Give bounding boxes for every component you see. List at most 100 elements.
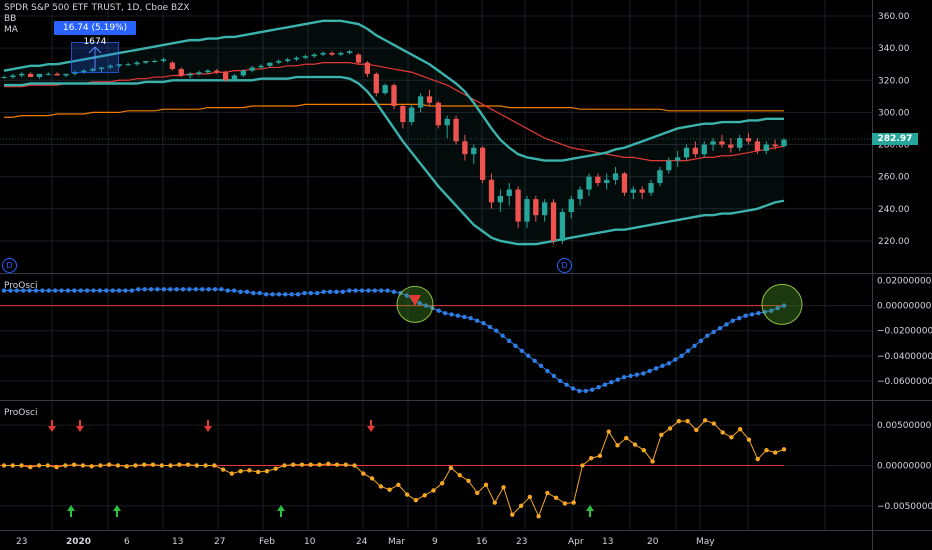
- osc-point: [692, 343, 697, 348]
- time-axis-label: May: [696, 537, 715, 547]
- osc2-point: [291, 462, 296, 467]
- osc-point: [564, 382, 569, 387]
- osc2-point: [1, 463, 7, 468]
- candle: [152, 61, 158, 63]
- osc-point: [685, 348, 691, 354]
- up-arrow-icon: [113, 505, 121, 511]
- osc-point: [251, 290, 256, 296]
- candle: [737, 138, 743, 148]
- osc-point: [455, 313, 461, 318]
- symbol-title[interactable]: SPDR S&P 500 ETF TRUST, 1D, Cboe BZX: [4, 3, 190, 13]
- candle: [639, 189, 645, 193]
- osc2-point: [203, 463, 208, 468]
- indicator-bb-label[interactable]: BB: [4, 14, 17, 24]
- osc2-point: [133, 463, 138, 468]
- osc-point: [8, 288, 13, 293]
- osc-point: [33, 288, 39, 293]
- candle: [444, 118, 450, 126]
- price-axis-label: 240.00: [878, 205, 910, 215]
- price-axis-label: 300.00: [878, 108, 910, 118]
- pane3-title[interactable]: ProOsci: [4, 408, 38, 418]
- osc-point: [404, 293, 409, 298]
- candle: [54, 73, 60, 76]
- time-axis-label: 9: [432, 537, 438, 547]
- osc2-point: [334, 462, 340, 467]
- candle: [329, 52, 335, 55]
- osc-point: [72, 288, 77, 293]
- indicator-ma-label[interactable]: MA: [4, 25, 18, 35]
- osc2-point: [711, 421, 717, 426]
- osc-point: [385, 288, 390, 293]
- osc2-point: [764, 447, 769, 453]
- osc-point: [743, 313, 748, 318]
- candle: [621, 173, 628, 193]
- osc-point: [372, 288, 378, 293]
- osc2-point: [475, 490, 480, 496]
- candle: [488, 179, 495, 203]
- osc2-point: [413, 497, 419, 503]
- candle: [710, 141, 716, 145]
- osc-point: [781, 303, 787, 308]
- candle: [666, 160, 672, 171]
- pane2-axis-label: 0.0200000000: [877, 277, 932, 287]
- candle: [763, 144, 769, 151]
- osc2-point: [624, 435, 629, 441]
- osc-point: [40, 288, 45, 293]
- candle: [240, 70, 246, 76]
- osc2-point: [194, 463, 200, 468]
- osc2-point: [212, 463, 217, 468]
- osc2-point: [562, 501, 568, 506]
- osc-point: [225, 288, 230, 293]
- osc-point: [423, 303, 429, 308]
- osc-point: [558, 378, 563, 384]
- ma-fast-line: [4, 62, 785, 162]
- candle: [533, 199, 539, 216]
- osc-point: [193, 287, 199, 292]
- osc2-point: [369, 476, 375, 481]
- osc-point: [270, 292, 275, 297]
- osc-point: [653, 366, 659, 371]
- candle: [98, 67, 105, 70]
- osc2-point: [527, 494, 533, 500]
- osc-point: [417, 300, 422, 306]
- osc-point: [327, 289, 333, 295]
- time-axis-label: Mar: [388, 537, 405, 547]
- osc2-point: [580, 463, 585, 468]
- osc2-point: [282, 463, 287, 468]
- osc-point: [609, 379, 614, 385]
- pane2-axis-label: −0.0200000000: [877, 327, 932, 337]
- dividend-marker[interactable]: D: [557, 258, 572, 273]
- candle: [169, 62, 176, 70]
- osc2-point: [694, 427, 699, 433]
- osc2-point: [19, 463, 24, 468]
- osc2-point: [255, 469, 261, 475]
- candle: [453, 118, 459, 142]
- dividend-marker[interactable]: D: [2, 258, 17, 273]
- osc2-point: [553, 495, 559, 500]
- candle: [258, 65, 264, 68]
- osc-point: [577, 388, 582, 394]
- price-axis-label: 220.00: [878, 237, 910, 247]
- measure-selection[interactable]: [71, 42, 119, 73]
- osc-point: [679, 353, 684, 359]
- price-axis-label: 280.00: [878, 141, 910, 151]
- osc-point: [174, 287, 179, 292]
- candle: [471, 147, 477, 155]
- osc2-point: [10, 463, 15, 468]
- osc2-point: [659, 432, 664, 438]
- candle: [595, 176, 601, 184]
- candle: [116, 64, 122, 66]
- candle: [231, 75, 238, 81]
- osc-point: [756, 310, 761, 316]
- osc-point: [129, 288, 135, 293]
- candle: [435, 102, 441, 126]
- osc-point: [775, 305, 780, 311]
- pane2-title[interactable]: ProOsci: [4, 281, 38, 291]
- osc-point: [468, 315, 473, 321]
- candle: [754, 141, 761, 151]
- candle: [107, 65, 114, 68]
- osc2-point: [273, 466, 278, 471]
- osc-point: [538, 363, 544, 369]
- osc2-point: [588, 456, 594, 461]
